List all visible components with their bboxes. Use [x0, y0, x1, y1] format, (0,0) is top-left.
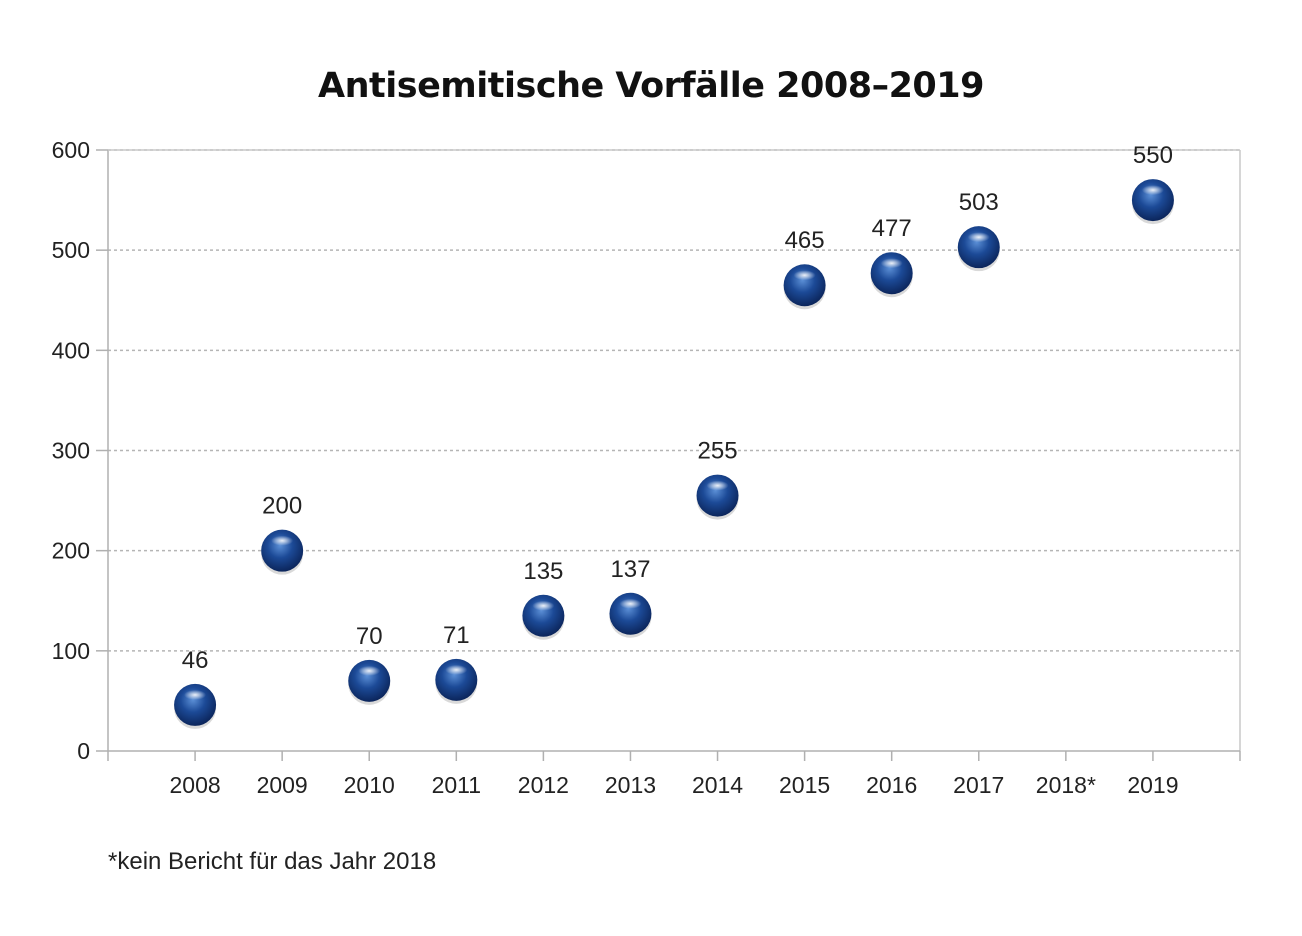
- data-point-2014: [696, 474, 739, 520]
- data-label-2012: 135: [523, 558, 563, 585]
- x-tick-label-2014: 2014: [692, 772, 743, 798]
- footnote: *kein Bericht für das Jahr 2018: [108, 848, 437, 875]
- x-tick-label-2011: 2011: [432, 772, 481, 798]
- data-point-highlight: [619, 598, 642, 609]
- x-tick-label-2008: 2008: [169, 772, 220, 798]
- y-tick-label-300: 300: [52, 438, 90, 464]
- data-labels: 46 200 70 71 135 137 255 465 477 503 550: [182, 142, 1173, 674]
- y-tick-label-400: 400: [52, 337, 90, 363]
- data-point-2017: [957, 226, 1000, 272]
- data-label-2009: 200: [262, 493, 302, 520]
- data-label-2017: 503: [959, 189, 999, 216]
- data-point-highlight: [271, 535, 294, 546]
- x-tick-label-2018*: 2018*: [1036, 772, 1096, 798]
- data-point-highlight: [445, 664, 468, 675]
- data-label-2011: 71: [443, 622, 470, 649]
- data-label-2008: 46: [182, 647, 209, 674]
- data-point-2010: [348, 659, 391, 705]
- data-point-highlight: [880, 258, 903, 269]
- y-tick-label-500: 500: [52, 237, 90, 263]
- y-tick-labels: 0 100 200 300 400 500 600: [52, 137, 90, 764]
- data-point-highlight: [706, 480, 729, 491]
- x-tick-label-2009: 2009: [257, 772, 308, 798]
- y-tick-label-0: 0: [77, 738, 90, 764]
- data-point-2009: [261, 529, 304, 575]
- x-tick-labels: 2008 2009 2010 2011 2012 2013 2014 2015 2016 2017…: [169, 772, 1178, 798]
- y-tick-label-600: 600: [52, 137, 90, 163]
- grid-lines: [108, 149, 1240, 652]
- data-point-2016: [870, 252, 913, 298]
- data-point-highlight: [967, 232, 990, 243]
- data-label-2019: 550: [1133, 142, 1173, 169]
- data-point-2019: [1131, 179, 1174, 225]
- y-tick-label-200: 200: [52, 538, 90, 564]
- data-label-2014: 255: [698, 438, 738, 465]
- data-label-2013: 137: [610, 556, 650, 583]
- x-tick-label-2019: 2019: [1127, 772, 1178, 798]
- x-tick-label-2010: 2010: [344, 772, 395, 798]
- data-point-highlight: [793, 270, 816, 281]
- axes: [96, 149, 1241, 761]
- data-point-2012: [522, 594, 565, 640]
- x-tick-label-2013: 2013: [605, 772, 656, 798]
- x-tick-label-2015: 2015: [779, 772, 830, 798]
- data-point-highlight: [532, 600, 555, 611]
- x-tick-label-2017: 2017: [953, 772, 1004, 798]
- data-point-2011: [435, 658, 478, 704]
- data-point-2008: [174, 683, 217, 729]
- data-point-2013: [609, 592, 652, 638]
- data-point-highlight: [184, 689, 207, 700]
- data-label-2016: 477: [872, 215, 912, 242]
- chart-title: Antisemitische Vorfälle 2008–2019: [318, 66, 984, 106]
- data-point-highlight: [358, 665, 381, 676]
- data-label-2010: 70: [356, 623, 383, 650]
- x-tick-label-2016: 2016: [866, 772, 917, 798]
- data-point-2015: [783, 264, 826, 310]
- y-tick-label-100: 100: [52, 638, 90, 664]
- data-point-highlight: [1141, 185, 1164, 196]
- x-tick-label-2012: 2012: [518, 772, 569, 798]
- data-label-2015: 465: [785, 227, 825, 254]
- data-points: [174, 179, 1174, 729]
